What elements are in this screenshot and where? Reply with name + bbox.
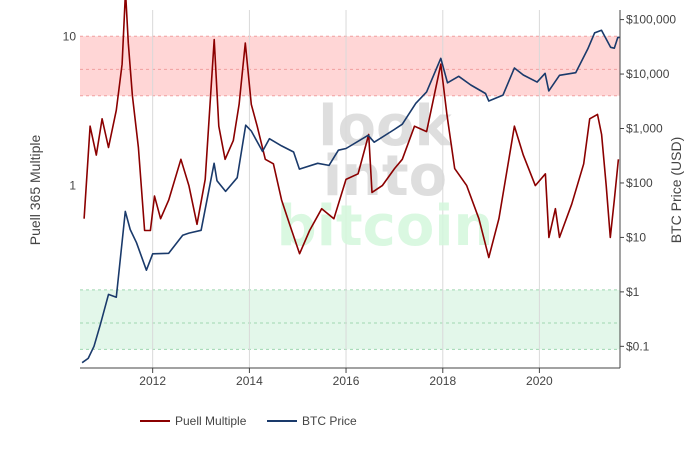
x-tick-label: 2020	[526, 374, 553, 388]
y-right-tick-label: $10	[626, 230, 646, 244]
watermark-text: bitcoin	[277, 194, 494, 259]
y-left-tick-label: 1	[69, 179, 76, 193]
x-tick-label: 2016	[333, 374, 360, 388]
y-right-tick-label: $1,000	[626, 122, 663, 136]
band-undervalued	[80, 289, 620, 350]
legend-item[interactable]: Puell Multiple	[140, 414, 247, 428]
series-line-btc-price	[81, 29, 620, 364]
series-layer	[81, 0, 620, 364]
y-left-axis-title: Puell 365 Multiple	[27, 135, 43, 246]
y-right-tick-label: $0.1	[626, 339, 650, 353]
watermark-text: look	[318, 94, 453, 159]
y-right-tick-label: $100,000	[626, 13, 676, 27]
axes-layer: 2012 2014 2016 2018 2020 1 10 $100,000 $10,000 $1…	[63, 10, 676, 388]
band-overvalued	[80, 36, 620, 96]
x-tick-label: 2014	[236, 374, 263, 388]
watermark-text: into	[323, 144, 447, 209]
series-line-puell-multiple	[83, 0, 620, 259]
legend-label: Puell Multiple	[175, 414, 247, 428]
legend-label: BTC Price	[302, 414, 357, 428]
y-right-tick-label: $10,000	[626, 67, 670, 81]
bands-layer	[80, 35, 620, 350]
grid-layer	[152, 10, 540, 368]
y-right-tick-label: $100	[626, 176, 653, 190]
legend: Puell Multiple BTC Price	[140, 414, 357, 428]
y-right-tick-label: $1	[626, 285, 640, 299]
legend-item[interactable]: BTC Price	[267, 414, 357, 428]
y-left-tick-label: 10	[63, 29, 77, 43]
x-tick-label: 2018	[429, 374, 456, 388]
x-tick-label: 2012	[139, 374, 166, 388]
y-right-axis-title: BTC Price (USD)	[668, 137, 684, 244]
